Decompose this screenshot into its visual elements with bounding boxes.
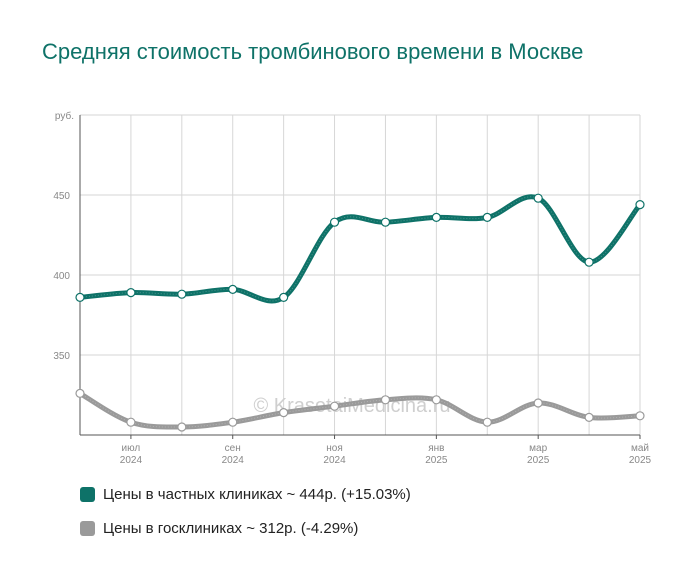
data-point-public — [75, 388, 85, 398]
data-point-public — [584, 412, 594, 422]
legend-label-private: Цены в частных клиниках ~ 444р. (+15.03%… — [103, 485, 411, 503]
data-point-private — [177, 289, 187, 299]
series-line-private — [77, 194, 643, 304]
x-tick-label-month: янв — [428, 443, 444, 454]
y-tick-label: 350 — [53, 351, 70, 362]
legend-item-public[interactable]: Цены в госклиниках ~ 312р. (-4.29%) — [80, 518, 411, 538]
x-tick-label-year: 2024 — [222, 455, 245, 466]
x-tick-label-year: 2024 — [323, 455, 346, 466]
data-point-private — [279, 292, 289, 302]
legend-label-public: Цены в госклиниках ~ 312р. (-4.29%) — [103, 519, 359, 537]
data-point-private — [380, 217, 391, 227]
data-point-private — [584, 257, 594, 267]
chart-title: Средняя стоимость тромбинового времени в… — [42, 39, 584, 64]
data-point-private — [329, 217, 340, 227]
y-tick-label: 400 — [53, 271, 70, 282]
x-tick-label-month: июл — [122, 443, 141, 454]
data-point-public — [533, 398, 543, 408]
x-tick-label-year: 2025 — [629, 455, 652, 466]
data-point-public — [177, 422, 187, 432]
data-point-private — [228, 284, 238, 294]
data-point-public — [431, 395, 441, 405]
data-point-public — [329, 401, 340, 411]
data-point-public — [380, 395, 391, 405]
series-line-texture-private — [79, 196, 641, 302]
legend-swatch-public — [80, 520, 95, 536]
x-tick-label-year: 2025 — [425, 455, 448, 466]
legend-item-private[interactable]: Цены в частных клиниках ~ 444р. (+15.03%… — [80, 484, 411, 504]
x-tick-label-month: мар — [529, 443, 547, 454]
legend-swatch-private — [80, 486, 95, 502]
data-point-public — [228, 417, 238, 427]
data-point-private — [635, 200, 645, 210]
y-axis-unit: руб. — [55, 110, 74, 122]
data-point-private — [482, 212, 492, 222]
x-tick-label-month: ноя — [326, 443, 343, 454]
data-point-private — [431, 212, 441, 222]
data-point-private — [533, 193, 543, 203]
x-tick-label-month: май — [631, 443, 649, 454]
x-tick-label-year: 2024 — [120, 455, 143, 466]
legend: Цены в частных клиниках ~ 444р. (+15.03%… — [80, 484, 411, 552]
data-point-public — [635, 411, 645, 421]
line-chart: 350400450руб.июл2024сен2024ноя2024янв202… — [53, 110, 652, 466]
data-point-public — [126, 417, 136, 427]
data-point-public — [279, 408, 289, 418]
data-point-private — [75, 292, 85, 302]
y-tick-label: 450 — [53, 191, 70, 202]
data-point-public — [482, 417, 492, 427]
x-tick-label-month: сен — [225, 443, 241, 454]
x-tick-label-year: 2025 — [527, 455, 550, 466]
data-point-private — [126, 288, 136, 298]
